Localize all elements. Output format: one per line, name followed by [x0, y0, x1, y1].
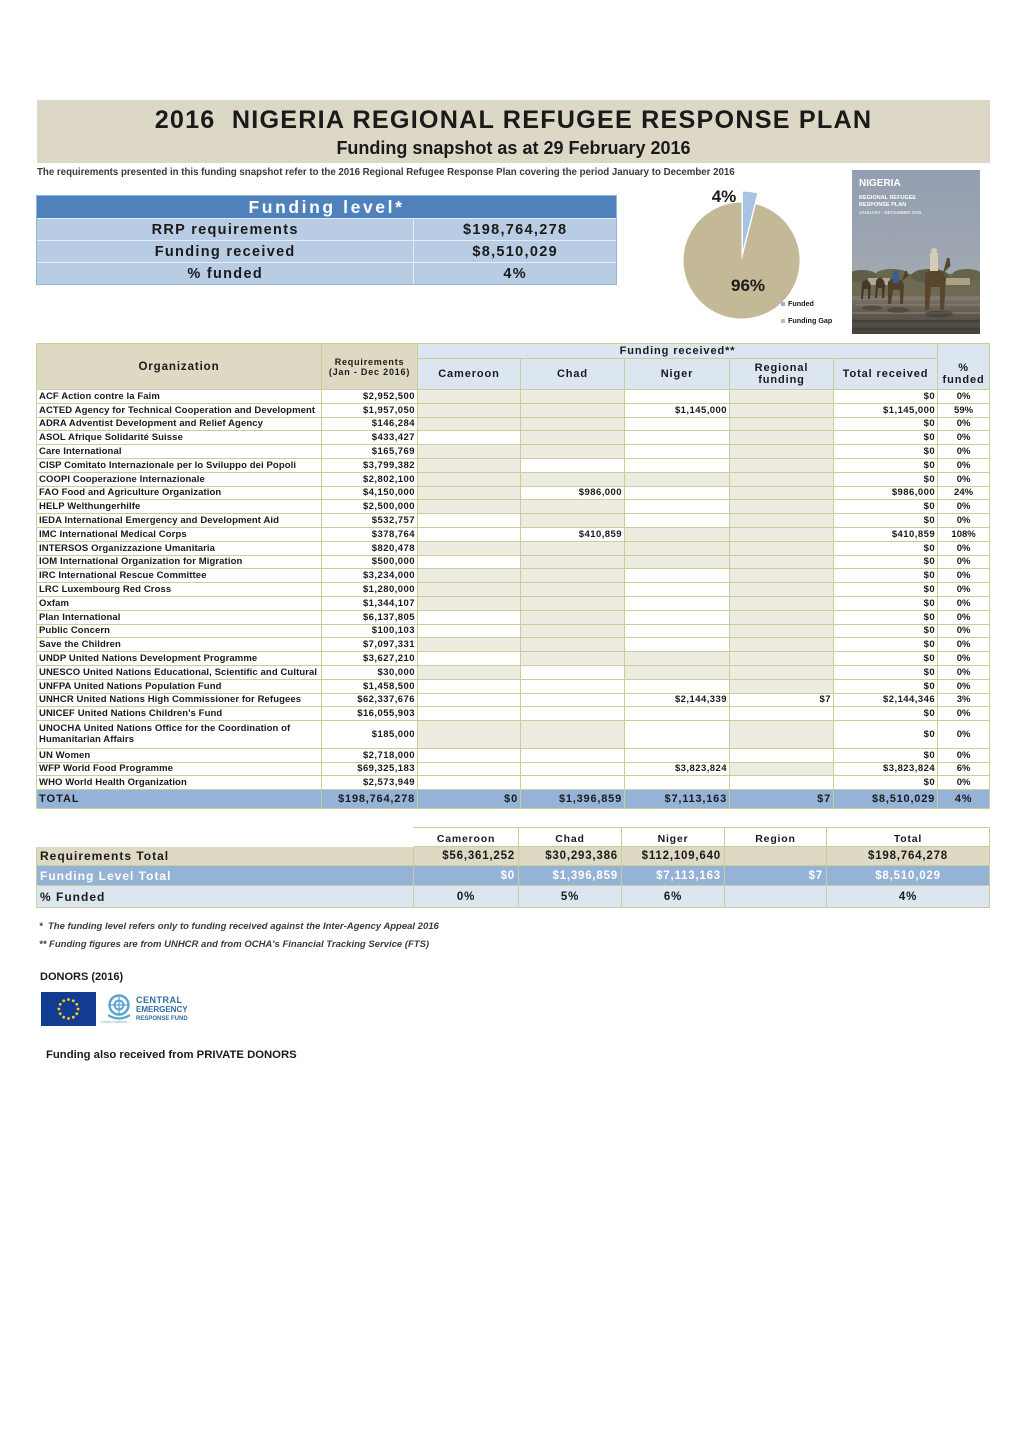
- svg-text:EMERGENCY: EMERGENCY: [136, 1005, 188, 1014]
- svg-text:JANUARY - DECEMBER 2016: JANUARY - DECEMBER 2016: [859, 210, 922, 215]
- svg-text:RESPONSE PLAN: RESPONSE PLAN: [859, 202, 906, 208]
- svg-text:REGIONAL REFUGEE: REGIONAL REFUGEE: [859, 195, 916, 201]
- svg-text:Funding Gap: Funding Gap: [788, 316, 833, 325]
- svg-text:Funded: Funded: [788, 299, 814, 308]
- svg-text:4%: 4%: [712, 187, 737, 206]
- svg-text:96%: 96%: [731, 276, 765, 295]
- svg-text:United Nations: United Nations: [101, 1019, 127, 1024]
- svg-text:RESPONSE FUND: RESPONSE FUND: [136, 1016, 188, 1022]
- svg-text:NIGERIA: NIGERIA: [859, 178, 901, 189]
- svg-text:CENTRAL: CENTRAL: [136, 995, 183, 1005]
